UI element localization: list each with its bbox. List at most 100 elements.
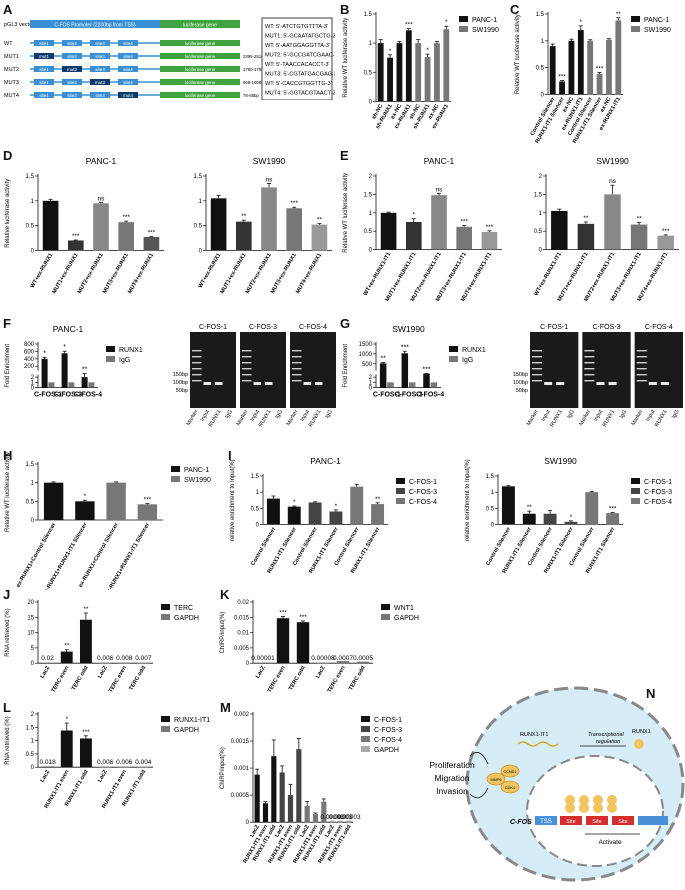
significance-label: *** [82,729,90,736]
panel-letter-e: E [340,148,349,163]
gel-band [608,382,617,385]
significance-label: ** [317,217,323,224]
sequence-line: MUT2: 5'-GCCGATCGAAC-3' [265,53,335,59]
x-tick-label: LacZ [315,665,327,680]
legend-swatch [631,478,640,484]
x-tick-label: WT+ex-RUNX1 [30,252,55,289]
bar [329,511,343,525]
x-tick-label: TERC even [108,665,128,694]
legend-swatch [459,16,468,22]
y-tick-label: 0 [246,661,250,667]
bar [481,231,498,250]
luciferase-label: luciferase gene [185,54,216,59]
gel-lane-label: Marker [286,409,300,427]
bar [415,43,422,102]
bar [93,203,109,251]
bar [312,814,319,823]
y-tick-label: 1 [539,211,543,217]
construct-name: MUT1 [4,54,19,60]
significance-label: * [65,716,68,723]
legend-entry: WNT1 [394,605,414,612]
bound-protein [593,803,603,813]
gel-ladder-band [242,362,252,364]
bar [405,30,412,102]
gel-ladder-band [636,380,647,382]
y-tick-label: 500 [362,362,373,368]
legend-swatch [361,736,370,742]
gel-marker-label: 150bp [173,372,188,378]
y-tick-label: 1.5 [26,462,35,468]
bar [304,805,310,823]
bound-protein [565,803,575,813]
chart-c: Relative WT luciferase activity00.511.5C… [515,11,671,145]
luciferase-bar [160,79,240,85]
significance-label: ** [583,215,589,222]
bar [79,738,92,768]
y-tick-label: 1 [369,380,373,386]
y-tick-label: 1 [256,490,260,496]
gel-ladder-band [584,350,595,352]
bar [68,382,75,388]
legend-entry: GAPDH [374,747,399,754]
gel-lane-label: Input [300,409,312,423]
gel-lane-label: IgG [619,409,629,420]
y-tick-label: 1 [541,39,545,45]
y-tick-label: 0.01 [237,631,249,637]
bar [287,795,294,823]
site-label: site1 [39,41,49,46]
data-value-label: 0.0007 [333,655,353,662]
gel-ladder-band [242,374,252,376]
legend-swatch [161,614,170,620]
sequence-line: WT: 5'-ATCTGTGTTTA-3' [265,24,328,30]
bar [559,81,565,95]
significance-label: * [335,503,338,510]
significance-label: *** [299,614,307,621]
legend-swatch [396,478,405,484]
x-tick-label: MUT4+ex-RUNX1 [295,252,323,294]
protein-label: CDK4 [505,786,515,790]
luciferase-label: luciferase gene [185,67,216,72]
x-tick-label: TERC even [267,665,287,694]
gel-lane-group-label: C-FOS-1 [199,324,227,331]
legend-entry: C-FOS-4 [374,737,402,744]
gel-ladder-band [636,350,647,352]
vector-label: pGL3 vector [4,22,34,28]
bar [577,223,595,250]
gel-lane-group-label: C-FOS-3 [249,324,277,331]
phenotype-label: Migration [435,773,470,783]
bar [321,801,327,823]
chart-i-sw1990: SW1990 relative enrichment to Input(%) 0 0.… [465,456,672,575]
x-tick-label: MUT2+ex-RUNX1 [77,252,105,294]
y-tick-label: 2 [369,174,373,180]
legend-entry: GAPDH [174,615,199,622]
legend-entry: PANC-1 [472,17,497,24]
significance-label: *** [422,367,430,374]
protein-blob [500,780,520,794]
sequence-line: WT: 5'-CACCGTGGTTG-3' [265,81,332,87]
bar [106,482,126,520]
x-tick-label: TERC odd [71,665,90,692]
significance-label: *** [72,233,80,240]
gel-lane-group-label: C-FOS-4 [299,324,327,331]
bar [596,74,603,95]
mutant-site [90,79,110,85]
gel-ladder-band [242,368,252,370]
bar [286,208,303,251]
significance-label: * [84,493,87,500]
gel-ladder-band [636,374,647,376]
y-tick-label: 0 [31,248,35,254]
y-axis-label: Relative WT luciferase activity [343,18,349,98]
significance-label: *** [290,200,298,207]
x-tick-label: TERC even [51,665,71,694]
legend-entry: C-FOS-1 [644,479,672,486]
gel-lane-label: Marker [631,409,645,427]
bar [424,57,431,102]
legend-entry: C-FOS-1 [374,717,402,724]
y-tick-label: 0 [369,248,373,254]
gel-band [596,382,605,385]
y-tick-label: 0 [369,99,373,105]
binding-site-box [612,816,634,825]
bar [577,30,584,95]
x-tick-label: C-FOS-3 [54,392,82,399]
tss-label: TSS [540,819,552,825]
